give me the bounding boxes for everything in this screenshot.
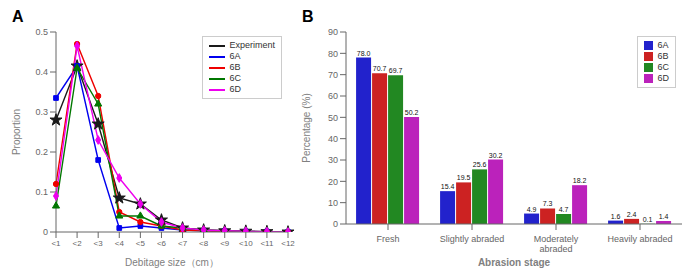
- svg-text:50: 50: [328, 113, 338, 123]
- html-text:6A: 6A: [657, 40, 669, 50]
- svg-text:Heavily abraded: Heavily abraded: [607, 234, 672, 244]
- svg-text:Fresh: Fresh: [376, 234, 399, 244]
- svg-text:0.1: 0.1: [35, 187, 48, 197]
- svg-text:70: 70: [328, 70, 338, 80]
- html-text:6B: 6B: [229, 62, 241, 72]
- svg-text:<11: <11: [260, 239, 274, 248]
- svg-text:0.5: 0.5: [35, 27, 48, 37]
- svg-text:80: 80: [328, 49, 338, 59]
- svg-text:<5: <5: [136, 239, 146, 248]
- svg-text:25.6: 25.6: [473, 161, 487, 168]
- svg-text:19.5: 19.5: [457, 174, 471, 181]
- svg-text:Percentage (%): Percentage (%): [301, 93, 312, 162]
- svg-text:<8: <8: [199, 239, 209, 248]
- svg-text:7.3: 7.3: [543, 200, 553, 207]
- svg-text:2.4: 2.4: [627, 211, 637, 218]
- svg-text:30.2: 30.2: [489, 152, 503, 159]
- html-text:6C: 6C: [229, 73, 241, 83]
- svg-text:1.6: 1.6: [611, 213, 621, 220]
- svg-text:18.2: 18.2: [573, 177, 587, 184]
- svg-text:Moderatelyabraded: Moderatelyabraded: [534, 234, 579, 254]
- svg-text:Slightly abraded: Slightly abraded: [440, 234, 505, 244]
- svg-text:15.4: 15.4: [441, 183, 455, 190]
- svg-text:Debitage size（cm）: Debitage size（cm）: [125, 257, 219, 268]
- svg-text:10: 10: [328, 198, 338, 208]
- svg-text:0.4: 0.4: [35, 67, 48, 77]
- svg-text:4.7: 4.7: [559, 206, 569, 213]
- svg-text:0.3: 0.3: [35, 107, 48, 117]
- html-text:A: A: [12, 8, 24, 25]
- svg-text:<10: <10: [239, 239, 253, 248]
- svg-text:0: 0: [43, 227, 48, 237]
- svg-text:40: 40: [328, 134, 338, 144]
- svg-text:69.7: 69.7: [389, 67, 403, 74]
- svg-text:70.7: 70.7: [373, 65, 387, 72]
- svg-text:<12: <12: [281, 239, 295, 248]
- svg-text:<6: <6: [157, 239, 167, 248]
- svg-text:20: 20: [328, 177, 338, 187]
- svg-text:<1: <1: [51, 239, 61, 248]
- svg-text:78.0: 78.0: [357, 50, 371, 57]
- svg-text:90: 90: [328, 27, 338, 37]
- svg-text:<4: <4: [115, 239, 125, 248]
- svg-text:<9: <9: [220, 239, 230, 248]
- svg-text:60: 60: [328, 91, 338, 101]
- svg-text:1.4: 1.4: [659, 213, 669, 220]
- html-text:B: B: [302, 8, 314, 25]
- svg-text:4.9: 4.9: [527, 206, 537, 213]
- html-text:6B: 6B: [657, 51, 669, 61]
- svg-text:0.2: 0.2: [35, 147, 48, 157]
- svg-text:Abrasion stage: Abrasion stage: [478, 257, 551, 268]
- svg-text:30: 30: [328, 155, 338, 165]
- svg-text:0: 0: [333, 219, 338, 229]
- html-text:6D: 6D: [229, 84, 241, 94]
- svg-text:Proportion: Proportion: [11, 109, 22, 155]
- html-text:6A: 6A: [229, 51, 241, 61]
- html-text:6D: 6D: [657, 73, 669, 83]
- svg-text:50.2: 50.2: [405, 109, 419, 116]
- svg-text:<2: <2: [73, 239, 83, 248]
- html-text:6C: 6C: [657, 62, 669, 72]
- html-text:Experiment: Experiment: [229, 40, 275, 50]
- svg-text:<3: <3: [94, 239, 104, 248]
- svg-text:0.1: 0.1: [643, 216, 653, 223]
- svg-text:<7: <7: [178, 239, 188, 248]
